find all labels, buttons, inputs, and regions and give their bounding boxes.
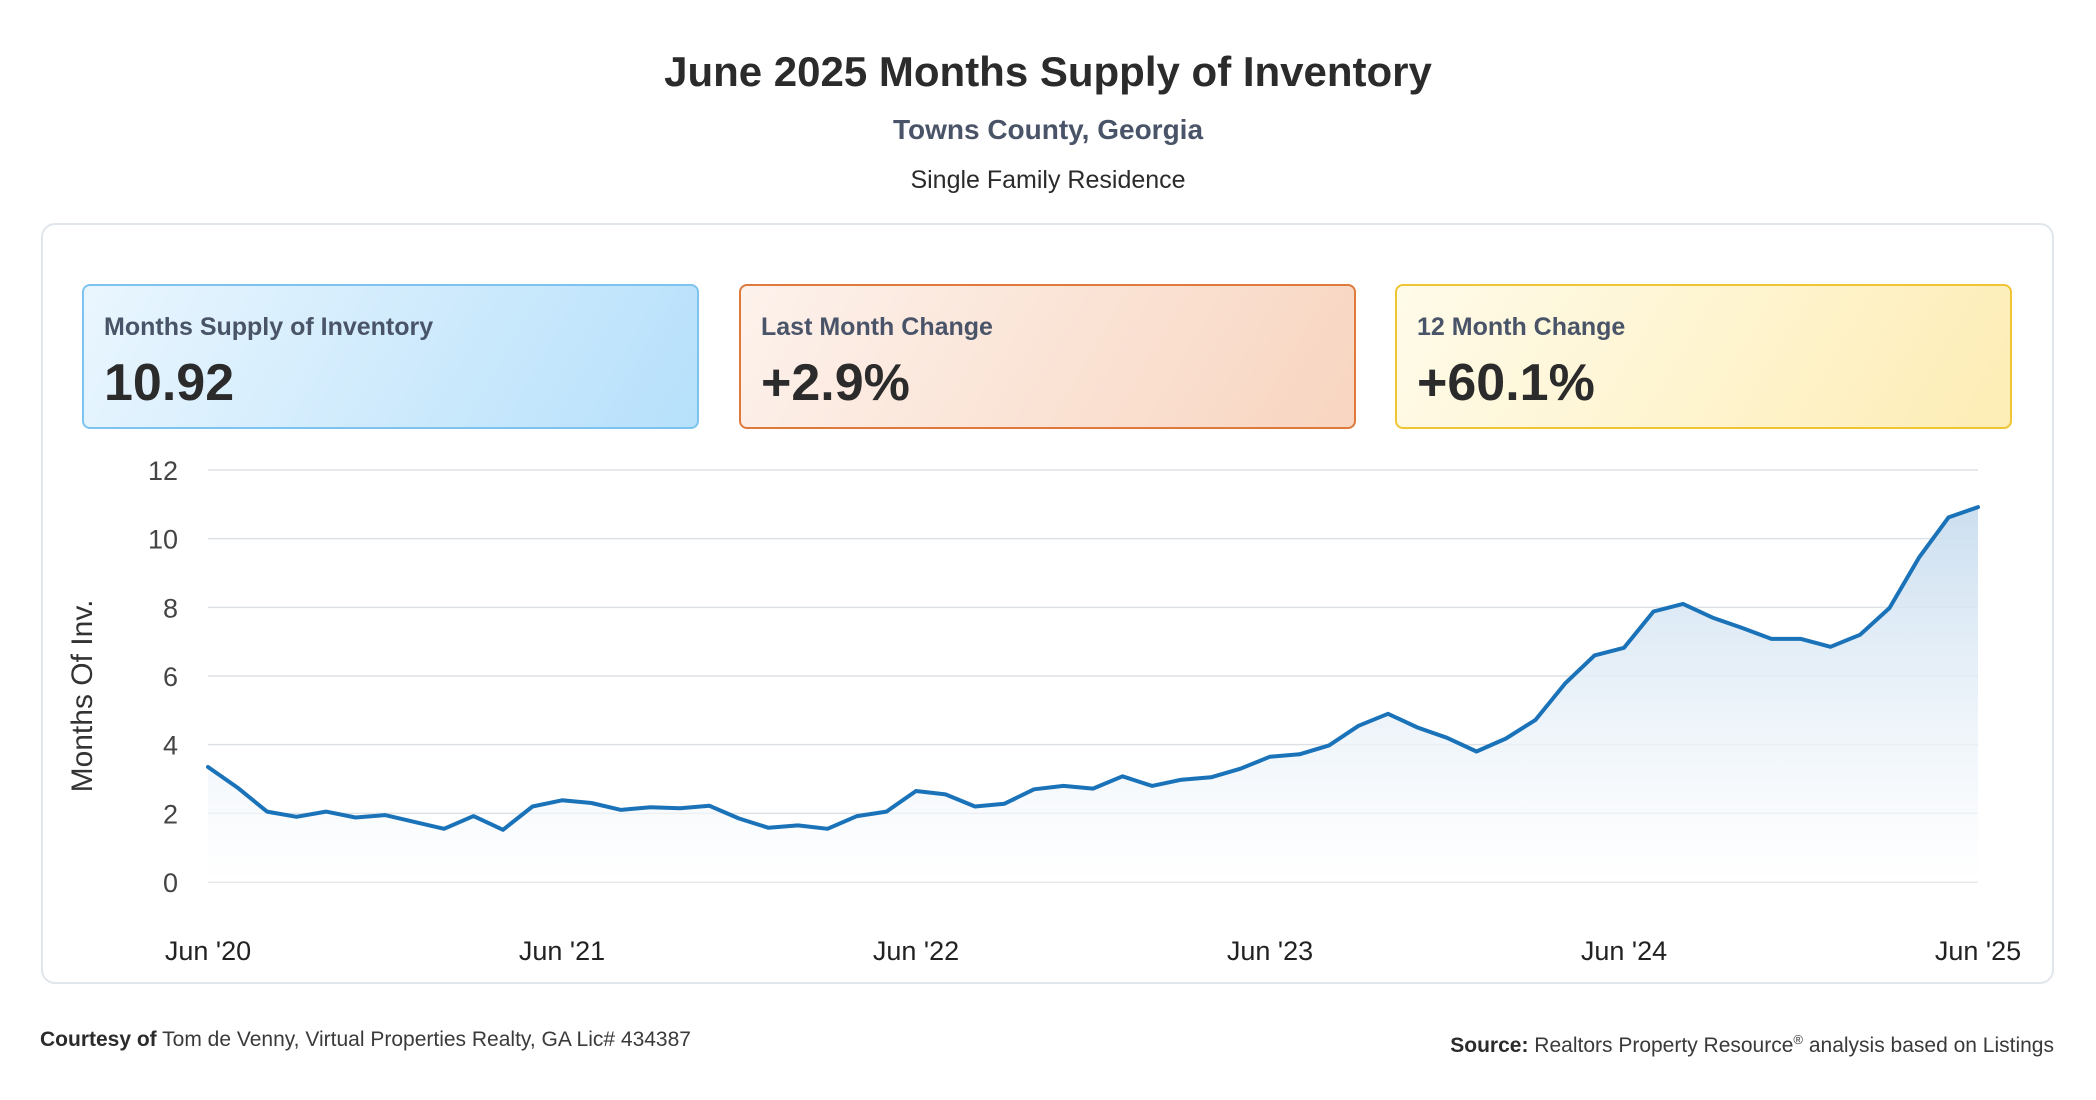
series-layer — [206, 505, 1980, 882]
courtesy-text: Tom de Venny, Virtual Properties Realty,… — [162, 1028, 691, 1051]
property-type-label: Single Family Residence — [910, 166, 1186, 194]
x-tick-label: Jun '22 — [873, 936, 959, 966]
x-axis-ticks: Jun '20 Jun '21 Jun '22 Jun '23 Jun '24 Jun '… — [165, 936, 2021, 966]
source-footer: Source: Realtors Property Resource® anal… — [1450, 1026, 2054, 1060]
y-axis-label: Months Of Inv. — [66, 600, 99, 793]
stat-card-label: Last Month Change — [761, 313, 993, 341]
series-area — [208, 507, 1978, 882]
stat-card-months-supply: Months Supply of Inventory 10.92 — [82, 284, 699, 429]
y-tick-label: 2 — [163, 799, 178, 829]
courtesy-footer: Courtesy of Tom de Venny, Virtual Proper… — [40, 1026, 691, 1054]
y-axis-ticks: 0 2 4 6 8 10 12 — [148, 456, 178, 898]
stat-card-label: Months Supply of Inventory — [104, 313, 434, 341]
x-tick-label: Jun '25 — [1935, 936, 2021, 966]
page-title: June 2025 Months Supply of Inventory — [664, 48, 1432, 95]
stat-card-value: +60.1% — [1417, 354, 1595, 412]
series-line — [206, 505, 1980, 832]
x-tick-label: Jun '23 — [1227, 936, 1313, 966]
stat-card-12-month-change: 12 Month Change +60.1% — [1395, 284, 2012, 429]
y-tick-label: 6 — [163, 662, 178, 692]
source-label: Source: — [1450, 1034, 1529, 1057]
courtesy-label: Courtesy of — [40, 1028, 157, 1051]
stat-card-last-month-change: Last Month Change +2.9% — [739, 284, 1356, 429]
chart-header: June 2025 Months Supply of Inventory Tow… — [0, 44, 2096, 198]
source-text-suffix: analysis based on Listings — [1803, 1034, 2054, 1057]
stat-card-value: 10.92 — [104, 354, 235, 412]
y-tick-label: 12 — [148, 456, 178, 486]
stat-card-label: 12 Month Change — [1417, 313, 1626, 341]
x-tick-label: Jun '20 — [165, 936, 251, 966]
stat-card-value: +2.9% — [761, 354, 910, 412]
location-subtitle: Towns County, Georgia — [892, 114, 1204, 145]
y-tick-label: 8 — [163, 593, 178, 623]
y-tick-label: 10 — [148, 525, 178, 555]
y-tick-label: 0 — [163, 868, 178, 898]
y-tick-label: 4 — [163, 731, 178, 761]
registered-mark: ® — [1793, 1032, 1803, 1047]
x-tick-label: Jun '21 — [519, 936, 605, 966]
source-text: Realtors Property Resource — [1534, 1034, 1794, 1057]
x-tick-label: Jun '24 — [1581, 936, 1667, 966]
